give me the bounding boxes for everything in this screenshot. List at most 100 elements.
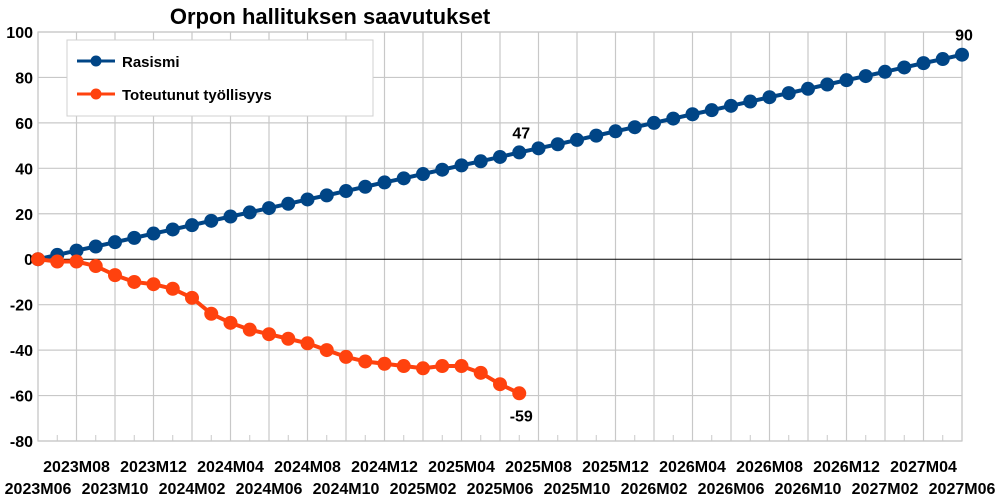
data-point-marker [146, 226, 161, 241]
data-label: 90 [955, 28, 973, 45]
data-point-marker [242, 322, 257, 337]
x-tick-label: 2026M04 [659, 459, 726, 476]
data-point-marker [743, 94, 758, 109]
x-tick-label: 2025M06 [467, 481, 534, 498]
data-point-marker [550, 137, 565, 152]
data-point-marker [146, 277, 161, 292]
series-group [31, 47, 969, 401]
data-point-marker [897, 60, 912, 75]
data-point-marker [396, 171, 411, 186]
y-tick-label: 0 [24, 252, 33, 269]
legend-marker-icon [90, 55, 102, 67]
data-point-marker [31, 252, 45, 267]
data-point-marker [531, 141, 546, 156]
legend-item-rasismi: Rasismi [77, 54, 180, 71]
x-tick-label: 2026M02 [621, 481, 688, 498]
x-tick-label: 2024M06 [236, 481, 303, 498]
data-point-marker [281, 196, 296, 211]
x-tick-label: 2024M02 [159, 481, 226, 498]
y-tick-label: -40 [10, 343, 33, 360]
data-label: 47 [512, 125, 530, 142]
x-tick-label: 2027M04 [890, 459, 957, 476]
data-point-marker [165, 281, 180, 296]
data-point-marker [493, 377, 507, 392]
data-point-marker [88, 259, 103, 274]
legend-marker-icon [90, 88, 102, 100]
data-point-marker [435, 162, 450, 177]
data-point-marker [377, 175, 392, 190]
chart-title: Orpon hallituksen saavutukset [170, 4, 491, 29]
data-point-marker [396, 359, 411, 374]
data-point-marker [165, 222, 180, 237]
data-point-marker [262, 201, 276, 216]
data-point-marker [416, 167, 430, 182]
data-point-marker [820, 77, 835, 92]
data-point-marker [473, 365, 488, 380]
data-point-marker [839, 73, 854, 88]
legend-item-tyollisyys: Toteutunut työllisyys [77, 87, 272, 104]
data-point-marker [627, 120, 642, 135]
x-tick-label: 2024M10 [313, 481, 380, 498]
x-tick-label: 2026M10 [775, 481, 842, 498]
x-tick-label: 2026M08 [736, 459, 803, 476]
data-point-marker [358, 179, 373, 194]
data-point-marker [50, 254, 65, 269]
data-point-marker [300, 192, 315, 207]
data-point-marker [339, 349, 353, 364]
data-point-marker [204, 213, 219, 228]
data-point-marker [704, 103, 719, 118]
data-point-marker [454, 359, 469, 374]
data-point-marker [858, 69, 873, 84]
data-point-marker [127, 230, 142, 245]
x-tick-label: 2026M12 [813, 459, 880, 476]
data-point-marker [185, 290, 199, 305]
legend: Rasismi Toteutunut työllisyys [66, 39, 374, 117]
data-point-marker [512, 386, 527, 401]
y-axis: 100 80 60 40 20 0 -20 -40 -60 -80 [6, 25, 33, 451]
data-point-marker [127, 274, 142, 289]
y-tick-label: 80 [15, 70, 33, 87]
data-point-marker [955, 47, 969, 62]
data-point-marker [204, 306, 219, 321]
data-point-marker [319, 343, 334, 358]
data-point-marker [377, 356, 392, 371]
x-tick-label: 2025M08 [505, 459, 572, 476]
x-axis: 2023M08 2023M12 2024M04 2024M08 2024M12 2025M… [5, 459, 996, 498]
data-point-marker [781, 86, 796, 101]
data-point-marker [69, 243, 84, 258]
data-point-marker [762, 90, 777, 105]
data-point-marker [262, 327, 276, 342]
x-tick-label: 2023M12 [120, 459, 187, 476]
data-point-marker [435, 359, 450, 374]
data-point-marker [512, 145, 527, 160]
x-tick-label: 2023M08 [43, 459, 110, 476]
data-point-marker [319, 188, 334, 203]
data-point-marker [685, 107, 700, 122]
data-point-marker [108, 235, 122, 250]
data-point-marker [358, 354, 373, 369]
data-point-marker [416, 361, 430, 376]
data-point-marker [570, 132, 584, 147]
y-tick-label: 60 [15, 116, 33, 133]
legend-box [66, 39, 374, 117]
data-point-marker [281, 331, 296, 346]
data-point-marker [647, 115, 661, 130]
data-point-marker [185, 218, 199, 233]
plot-border [37, 31, 963, 442]
data-point-marker [223, 315, 238, 330]
y-tick-label: 100 [6, 25, 33, 42]
data-point-marker [724, 98, 738, 113]
series-rasismi [31, 47, 969, 267]
y-tick-label: -60 [10, 389, 33, 406]
x-tick-label: 2024M08 [274, 459, 341, 476]
data-point-marker [242, 205, 257, 220]
data-point-marker [339, 184, 353, 199]
y-tick-label: 20 [15, 207, 33, 224]
x-tick-label: 2025M12 [582, 459, 649, 476]
data-point-marker [473, 154, 488, 169]
x-tick-label: 2023M10 [82, 481, 149, 498]
y-tick-label: 40 [15, 161, 33, 178]
data-point-marker [69, 254, 84, 269]
data-label: -59 [510, 408, 533, 425]
